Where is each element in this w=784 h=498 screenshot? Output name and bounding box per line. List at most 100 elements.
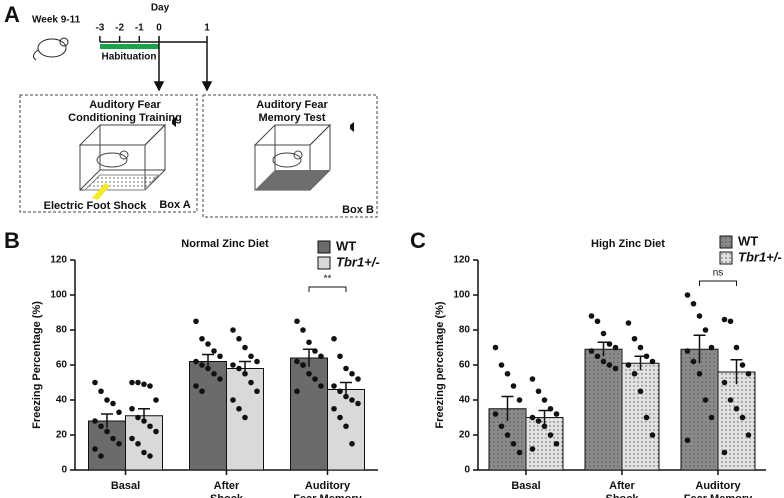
data-point [199, 362, 205, 368]
y-tick-label: 0 [464, 465, 470, 476]
data-point [588, 313, 595, 319]
data-point [318, 383, 324, 389]
data-point [702, 327, 709, 333]
data-point [331, 383, 337, 389]
bar-pattern [622, 363, 659, 470]
data-point [337, 388, 343, 395]
data-point [153, 428, 159, 435]
legend-pattern [720, 236, 732, 248]
data-point [637, 388, 644, 395]
data-point [312, 348, 318, 354]
box-a-name: Box A [159, 199, 190, 211]
data-point [727, 318, 734, 325]
y-tick-label: 60 [56, 360, 68, 371]
x-tick-label: Basal [111, 480, 140, 492]
y-tick-label: 120 [453, 255, 470, 266]
data-point [516, 449, 523, 456]
data-point [205, 365, 211, 372]
y-tick-label: 0 [61, 465, 67, 476]
speaker-icon [172, 117, 176, 127]
data-point [129, 379, 135, 386]
data-point [535, 418, 542, 424]
data-point [92, 446, 98, 452]
data-point [529, 446, 536, 452]
data-point [141, 449, 147, 456]
data-point [492, 344, 499, 351]
mouse-icon [32, 37, 69, 61]
legend-label: Tbr1+/- [738, 249, 782, 264]
y-tick-label: 80 [56, 325, 68, 336]
data-point [110, 400, 116, 407]
data-point [98, 388, 104, 395]
data-point [248, 379, 254, 386]
data-point [696, 370, 703, 377]
legend-label: WT [336, 238, 356, 253]
data-point [612, 344, 619, 351]
data-point [625, 320, 632, 326]
error-bar [730, 359, 743, 385]
data-point [129, 435, 135, 442]
data-point [696, 313, 703, 319]
legend-swatch [317, 240, 331, 254]
bar-pattern [681, 349, 718, 470]
data-point [643, 353, 650, 360]
data-point [104, 397, 110, 403]
shock-icon [92, 183, 110, 200]
week-label: Week 9-11 [32, 15, 81, 26]
cage-a [78, 123, 167, 191]
data-point [294, 358, 300, 365]
data-point [211, 348, 217, 354]
data-point [529, 414, 536, 421]
day-label: 1 [204, 23, 210, 34]
data-point [300, 362, 306, 368]
data-point [498, 423, 505, 430]
data-point [104, 428, 110, 435]
legend-swatch [317, 256, 331, 270]
data-point [236, 335, 242, 342]
data-point [349, 397, 355, 403]
data-point [153, 397, 159, 403]
box-b-title: Auditory Fear [256, 99, 328, 111]
y-tick-label: 40 [459, 395, 471, 406]
data-point [205, 341, 211, 347]
data-point [337, 353, 343, 360]
data-point [135, 440, 141, 447]
box-b-title: Memory Test [258, 112, 325, 124]
data-point [337, 414, 343, 421]
chart-title: Normal Zinc Diet [181, 238, 269, 250]
data-point [294, 318, 300, 325]
data-point [135, 414, 141, 421]
x-tick-label: AfterShock [210, 480, 244, 498]
data-point [236, 365, 242, 372]
y-tick-label: 100 [453, 290, 470, 301]
data-point [242, 370, 248, 377]
data-point [637, 344, 644, 351]
data-point [331, 405, 337, 412]
data-point [721, 316, 728, 323]
data-point [612, 365, 619, 372]
data-point [147, 423, 153, 430]
data-point [492, 411, 499, 417]
panel-label: B [4, 228, 20, 253]
data-point [690, 300, 697, 307]
y-tick-label: 120 [50, 255, 67, 266]
habituation-bar [100, 44, 159, 49]
data-point [147, 453, 153, 459]
data-point [649, 432, 656, 438]
box-a-title: Conditioning Training [68, 112, 182, 124]
data-point [92, 418, 98, 424]
data-point [684, 348, 691, 354]
data-point [331, 335, 337, 342]
data-point [727, 397, 734, 403]
data-point [684, 437, 691, 444]
data-point [588, 348, 595, 354]
data-point [553, 440, 560, 447]
y-tick-label: 20 [56, 430, 68, 441]
y-tick-label: 100 [50, 290, 67, 301]
data-point [498, 362, 505, 368]
significance-bracket [308, 286, 347, 292]
habituation-label: Habituation [102, 52, 157, 63]
day-label: -3 [95, 23, 104, 34]
